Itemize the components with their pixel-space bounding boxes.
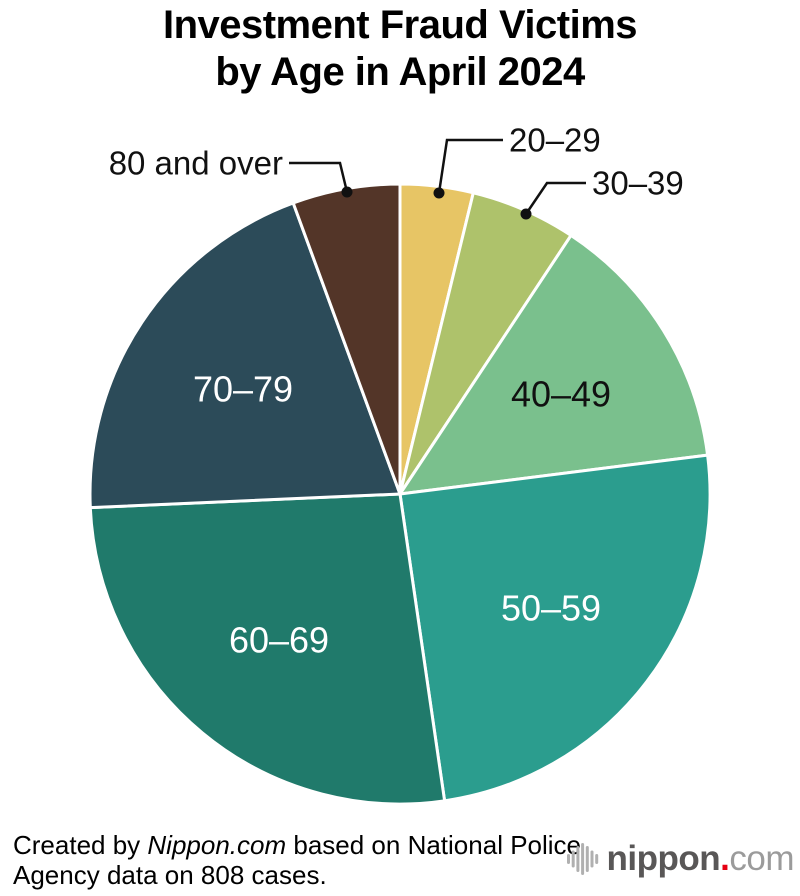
logo-dot: . (720, 839, 730, 878)
source-line2: Agency data on 808 cases. (13, 860, 327, 890)
source-line1-rest: based on National Police (286, 830, 582, 860)
callout-label: 20–29 (509, 122, 601, 159)
callout-line (289, 161, 349, 193)
callout-label: 80 and over (109, 145, 283, 182)
logo-nippon-text: nippon (606, 839, 721, 878)
source-brand: Nippon.com (147, 830, 287, 860)
callout-line (437, 138, 503, 194)
slice-label: 50–59 (501, 588, 601, 629)
chart-title-line1: Investment Fraud Victims (162, 3, 638, 47)
nippon-logo: nippon.com (566, 838, 795, 880)
callout-dot (341, 186, 353, 198)
source-prefix: Created by (13, 830, 148, 860)
slice-label: 40–49 (511, 374, 611, 415)
pie-slice-4 (398, 453, 712, 803)
slice-label: 60–69 (229, 620, 329, 661)
chart-title-line2: by Age in April 2024 (215, 50, 585, 94)
source-note: Created by Nippon.com based on National … (13, 830, 583, 890)
slice-label: 70–79 (193, 369, 293, 410)
chart-title: Investment Fraud Victims by Age in April… (0, 2, 800, 96)
pie-slice-3 (398, 233, 710, 496)
logo-wordmark: nippon.com (606, 839, 795, 879)
logo-com-text: com (729, 839, 794, 878)
callout-label: 30–39 (592, 165, 684, 202)
pie-slice-6 (88, 201, 402, 510)
callout-dot (433, 187, 445, 199)
callout-line (524, 181, 586, 215)
callout-dot (520, 208, 532, 220)
pie-slice-5 (88, 492, 447, 806)
soundwave-icon (566, 843, 598, 875)
